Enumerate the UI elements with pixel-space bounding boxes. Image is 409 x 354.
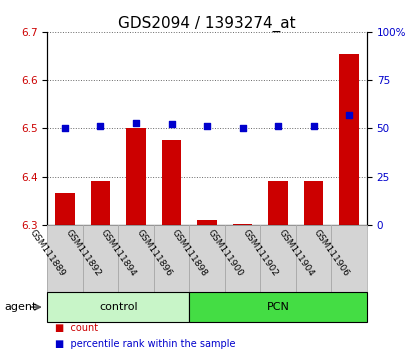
Bar: [118, 225, 153, 292]
Point: [239, 125, 245, 131]
Bar: [55, 193, 74, 225]
Text: ■  count: ■ count: [55, 323, 98, 333]
Text: GSM111900: GSM111900: [205, 228, 244, 278]
Text: GSM111902: GSM111902: [240, 228, 279, 278]
Bar: [295, 225, 330, 292]
Point: [203, 124, 210, 129]
Point: [61, 125, 68, 131]
Text: GSM111894: GSM111894: [99, 228, 137, 278]
Bar: [189, 225, 224, 292]
Text: GSM111904: GSM111904: [276, 228, 315, 278]
Text: GSM111906: GSM111906: [311, 228, 350, 278]
Bar: [47, 292, 189, 322]
Point: [310, 124, 316, 129]
Text: GSM111898: GSM111898: [169, 228, 208, 278]
Point: [274, 124, 281, 129]
Point: [97, 124, 103, 129]
Bar: [232, 224, 252, 225]
Bar: [83, 225, 118, 292]
Point: [345, 112, 352, 118]
Bar: [47, 225, 83, 292]
Bar: [161, 141, 181, 225]
Bar: [126, 128, 146, 225]
Bar: [339, 53, 358, 225]
Bar: [153, 225, 189, 292]
Bar: [330, 225, 366, 292]
Bar: [303, 181, 323, 225]
Text: GSM111896: GSM111896: [134, 228, 173, 278]
Bar: [260, 225, 295, 292]
Bar: [224, 225, 260, 292]
Bar: [197, 220, 216, 225]
Text: PCN: PCN: [266, 302, 289, 312]
Text: agent: agent: [4, 302, 36, 312]
Bar: [90, 181, 110, 225]
Text: GSM111889: GSM111889: [28, 228, 67, 278]
Point: [133, 120, 139, 125]
Bar: [267, 181, 287, 225]
Title: GDS2094 / 1393274_at: GDS2094 / 1393274_at: [118, 16, 295, 32]
Text: GSM111892: GSM111892: [63, 228, 102, 278]
Point: [168, 122, 174, 127]
Text: ■  percentile rank within the sample: ■ percentile rank within the sample: [55, 339, 235, 349]
Text: control: control: [99, 302, 137, 312]
Bar: [189, 292, 366, 322]
